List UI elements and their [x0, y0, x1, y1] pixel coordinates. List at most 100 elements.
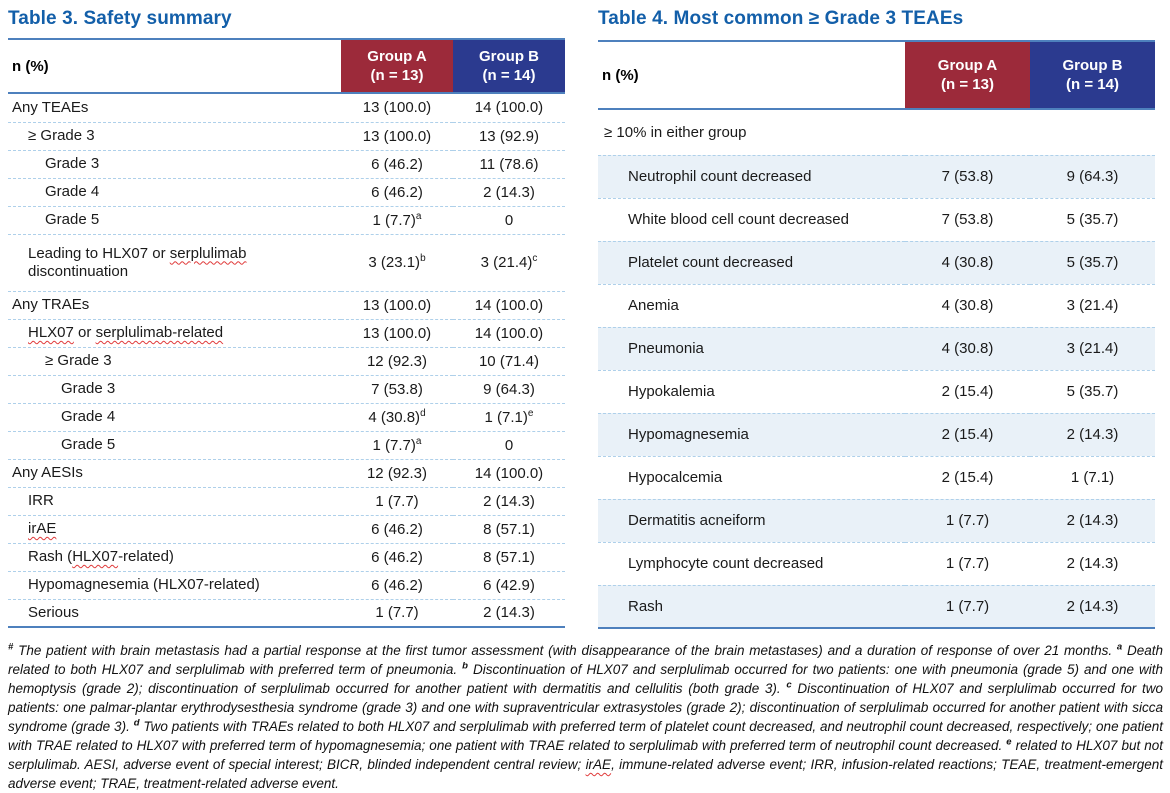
table-row: Hypocalcemia 2 (15.4) 1 (7.1)	[598, 456, 1155, 500]
value-group-b: 3 (21.4)	[1030, 327, 1155, 371]
value-group-a: 3 (23.1)b	[341, 234, 453, 292]
value-group-b: 14 (100.0)	[453, 291, 565, 320]
value-group-b: 3 (21.4)	[1030, 284, 1155, 328]
row-label: Grade 3	[8, 150, 341, 179]
table-4-title: Table 4. Most common ≥ Grade 3 TEAEs	[598, 8, 964, 29]
group-b-name: Group B	[1062, 57, 1123, 74]
value-group-b: 13 (92.9)	[453, 122, 565, 151]
table-row: Any TEAEs 13 (100.0) 14 (100.0)	[8, 94, 565, 123]
row-label: Dermatitis acneiform	[598, 499, 905, 543]
table-row: Dermatitis acneiform 1 (7.7) 2 (14.3)	[598, 499, 1155, 543]
value-group-b: 5 (35.7)	[1030, 370, 1155, 414]
value-group-a: 13 (100.0)	[341, 94, 453, 123]
value-group-a: 12 (92.3)	[341, 459, 453, 488]
footnotes: # The patient with brain metastasis had …	[8, 641, 1163, 791]
value-group-b: 8 (57.1)	[453, 515, 565, 544]
row-label: Hypocalcemia	[598, 456, 905, 500]
value-group-a: 13 (100.0)	[341, 122, 453, 151]
value-group-a: 13 (100.0)	[341, 319, 453, 348]
table-row: Rash (HLX07-related) 6 (46.2) 8 (57.1)	[8, 543, 565, 572]
table-row: HLX07 or serplulimab-related 13 (100.0) 14…	[8, 319, 565, 348]
value-group-a: 2 (15.4)	[905, 413, 1030, 457]
table-4-header-n-pct: n (%)	[602, 66, 639, 84]
value-group-a: 6 (46.2)	[341, 515, 453, 544]
row-label: Anemia	[598, 284, 905, 328]
value-group-b: 2 (14.3)	[1030, 542, 1155, 586]
value-group-a: 1 (7.7)	[905, 542, 1030, 586]
row-label: Grade 4	[8, 403, 341, 432]
value-group-b: 5 (35.7)	[1030, 198, 1155, 242]
value-group-a: 4 (30.8)	[905, 241, 1030, 285]
row-label: ≥ Grade 3	[8, 347, 341, 376]
value-group-b: 2 (14.3)	[453, 178, 565, 207]
group-a-n: (n = 13)	[941, 76, 994, 93]
value-group-a: 1 (7.7)a	[341, 431, 453, 460]
value-group-b: 3 (21.4)c	[453, 234, 565, 292]
row-label: Any TEAEs	[8, 94, 341, 123]
table-4-header-group-a: Group A (n = 13)	[905, 42, 1030, 108]
table-4-grade3-teaes: Table 4. Most common ≥ Grade 3 TEAEs n (…	[598, 6, 1155, 629]
table-row: IRR 1 (7.7) 2 (14.3)	[8, 487, 565, 516]
table-3-safety-summary: Table 3. Safety summary n (%) Group A (n…	[8, 6, 565, 628]
value-group-b: 1 (7.1)	[1030, 456, 1155, 500]
table-row: Platelet count decreased 4 (30.8) 5 (35.7)	[598, 241, 1155, 285]
table-row: Hypokalemia 2 (15.4) 5 (35.7)	[598, 370, 1155, 414]
row-label: White blood cell count decreased	[598, 198, 905, 242]
value-group-b: 2 (14.3)	[1030, 585, 1155, 628]
row-label: Hypokalemia	[598, 370, 905, 414]
value-group-b: 8 (57.1)	[453, 543, 565, 572]
value-group-a: 6 (46.2)	[341, 571, 453, 600]
value-group-a: 6 (46.2)	[341, 543, 453, 572]
value-group-b: 6 (42.9)	[453, 571, 565, 600]
table-4-body: ≥ 10% in either group Neutrophil count de…	[598, 110, 1155, 629]
table-3-title: Table 3. Safety summary	[8, 8, 232, 29]
row-label: Hypomagnesemia (HLX07-related)	[8, 571, 341, 600]
row-label: Lymphocyte count decreased	[598, 542, 905, 586]
table-row: irAE 6 (46.2) 8 (57.1)	[8, 515, 565, 544]
value-group-b: 10 (71.4)	[453, 347, 565, 376]
value-group-b: 2 (14.3)	[1030, 499, 1155, 543]
value-group-b: 14 (100.0)	[453, 319, 565, 348]
value-group-b: 0	[453, 431, 565, 460]
value-group-a: 4 (30.8)	[905, 284, 1030, 328]
table-3-header-row: n (%) Group A (n = 13) Group B (n = 14)	[8, 38, 565, 94]
row-label: Pneumonia	[598, 327, 905, 371]
value-group-a: 7 (53.8)	[905, 155, 1030, 199]
table-3-header-group-b: Group B (n = 14)	[453, 40, 565, 92]
row-label: ≥ Grade 3	[8, 122, 341, 151]
table3-body: Any TEAEs 13 (100.0) 14 (100.0) ≥ Grade 3 13…	[8, 94, 565, 627]
group-b-name: Group B	[479, 48, 539, 65]
table-3-body: Any TEAEs 13 (100.0) 14 (100.0) ≥ Grade 3 13…	[8, 94, 565, 628]
table-row: Serious 1 (7.7) 2 (14.3)	[8, 599, 565, 627]
value-group-a: 6 (46.2)	[341, 150, 453, 179]
value-group-b: 11 (78.6)	[453, 150, 565, 179]
value-group-a: 12 (92.3)	[341, 347, 453, 376]
value-group-a: 1 (7.7)	[375, 604, 419, 622]
row-label: irAE	[8, 515, 341, 544]
value-group-b: 5 (35.7)	[1030, 241, 1155, 285]
row-label: HLX07 or serplulimab-related	[8, 319, 341, 348]
table4-body: ≥ 10% in either group Neutrophil count de…	[598, 110, 1155, 628]
table-row: Lymphocyte count decreased 1 (7.7) 2 (14.3…	[598, 542, 1155, 586]
value-group-b: 2 (14.3)	[483, 604, 535, 622]
row-label: Neutrophil count decreased	[598, 155, 905, 199]
value-group-a: 2 (15.4)	[905, 456, 1030, 500]
group-b-n: (n = 14)	[1066, 76, 1119, 93]
value-group-a: 1 (7.7)a	[341, 206, 453, 235]
row-label: Grade 3	[8, 375, 341, 404]
value-group-a: 4 (30.8)d	[341, 403, 453, 432]
table-row: Anemia 4 (30.8) 3 (21.4)	[598, 284, 1155, 328]
value-group-b: 2 (14.3)	[1030, 413, 1155, 457]
row-label: Hypomagnesemia	[598, 413, 905, 457]
section-label: ≥ 10% in either group	[598, 110, 1155, 156]
table-row: Leading to HLX07 or serplulimab disconti…	[8, 234, 565, 292]
value-group-b: 0	[453, 206, 565, 235]
value-group-b: 14 (100.0)	[453, 459, 565, 488]
value-group-b: 9 (64.3)	[453, 375, 565, 404]
value-group-a: 4 (30.8)	[905, 327, 1030, 371]
row-label: Rash	[598, 585, 905, 628]
